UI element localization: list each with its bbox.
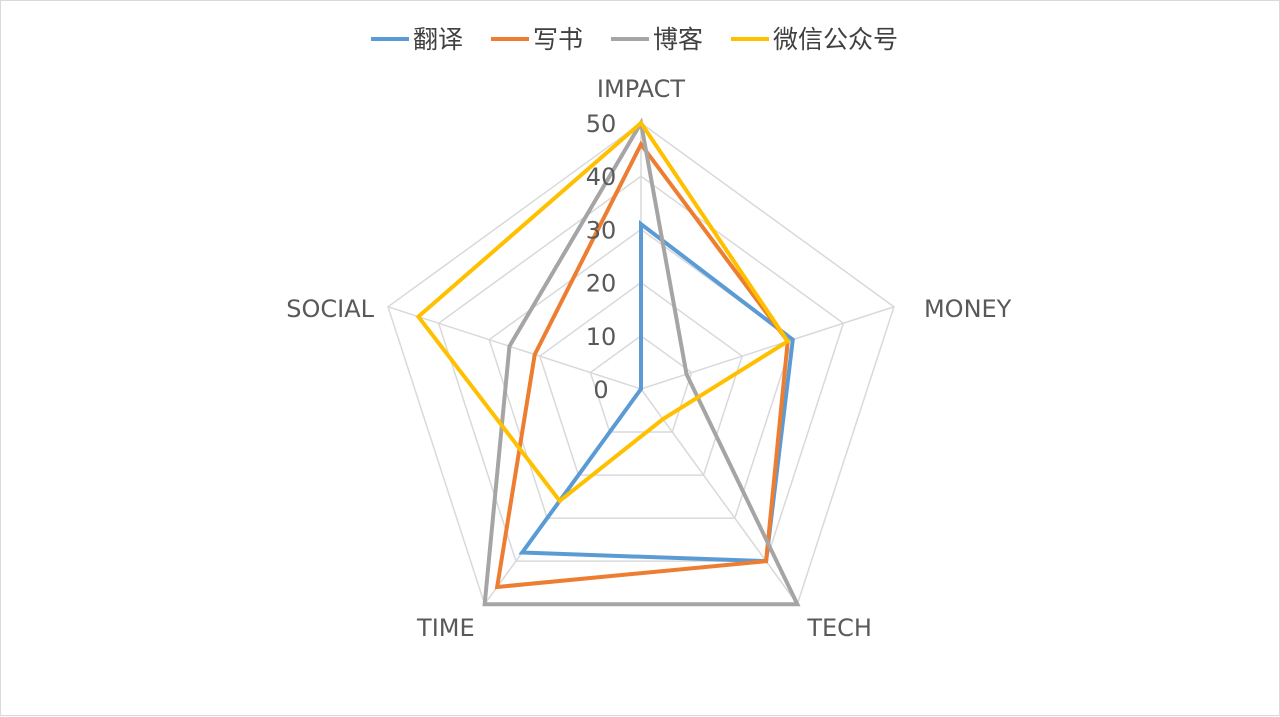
axis-label-impact: IMPACT [597,75,685,103]
legend-label: 翻译 [413,25,463,54]
legend-label: 写书 [533,25,583,54]
legend-label: 微信公众号 [773,25,898,54]
grid-spoke [640,388,798,605]
axis-label-social: SOCIAL [286,295,374,323]
legend: 翻译 写书 博客 微信公众号 [371,25,898,54]
grid-ring [437,175,845,562]
legend-item: 写书 [491,25,583,54]
legend-item: 翻译 [371,25,463,54]
legend-item: 博客 [611,25,703,54]
grid-spoke [387,306,642,390]
tick-label: 20 [586,270,617,298]
tick-label: 30 [586,216,617,244]
series-line [482,117,801,607]
tick-label: 50 [586,110,617,138]
legend-label: 博客 [653,25,703,54]
radial-tick-labels: 0 10 20 30 40 50 [586,110,617,404]
axis-label-time: TIME [416,614,475,642]
grid-ring [538,281,744,476]
axis-labels: IMPACT MONEY TECH TIME SOCIAL [286,75,1011,642]
series-line [518,220,795,564]
tick-label: 10 [586,323,617,351]
radar-series [415,117,801,607]
grid-spoke [640,306,895,390]
series-line [415,120,791,504]
axis-label-tech: TECH [806,614,872,642]
tick-label: 40 [586,163,617,191]
axis-label-money: MONEY [924,295,1012,323]
legend-item: 微信公众号 [731,25,898,54]
tick-label: 0 [593,376,608,404]
